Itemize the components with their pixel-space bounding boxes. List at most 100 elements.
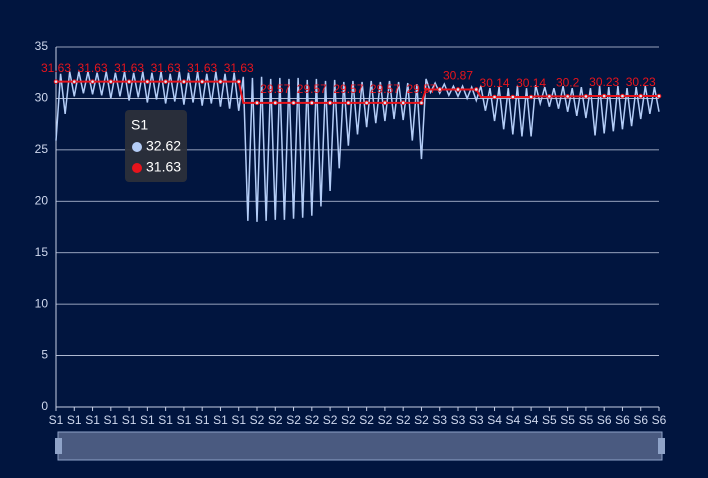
point — [254, 100, 260, 106]
tooltip-marker — [132, 163, 142, 173]
point — [199, 79, 205, 84]
data-label: 30.23 — [626, 75, 656, 89]
x-tick-label: S1 — [140, 413, 155, 427]
point — [419, 100, 424, 106]
x-tick-label: S1 — [195, 413, 210, 427]
y-tick-label: 5 — [41, 348, 48, 362]
x-tick-label: S1 — [103, 413, 118, 427]
x-tick-label: S3 — [432, 413, 447, 427]
x-tick-label: S2 — [396, 413, 411, 427]
point — [291, 100, 296, 106]
x-tick-label: S3 — [451, 413, 466, 427]
x-tick-label: S6 — [652, 413, 667, 427]
data-label: 31.63 — [187, 61, 217, 75]
point — [528, 94, 534, 100]
tooltip-value: 31.63 — [146, 159, 181, 175]
x-tick-label: S5 — [560, 413, 575, 427]
point — [601, 93, 607, 99]
x-tick-label: S1 — [158, 413, 173, 427]
x-tick-label: S1 — [231, 413, 246, 427]
point — [163, 79, 168, 84]
point — [638, 93, 644, 99]
tooltip: S1 32.62 31.63 — [125, 110, 187, 182]
data-label: 29.57 — [260, 82, 290, 96]
x-tick-label: S6 — [597, 413, 612, 427]
point — [309, 100, 315, 106]
x-tick-label: S1 — [85, 413, 100, 427]
zoom-handle[interactable] — [658, 438, 665, 454]
x-tick-label: S1 — [213, 413, 228, 427]
x-tick-label: S1 — [67, 413, 82, 427]
x-tick-label: S5 — [579, 413, 594, 427]
y-tick-label: 30 — [35, 91, 49, 105]
x-tick-label: S2 — [359, 413, 374, 427]
point — [71, 79, 77, 84]
x-tick-label: S6 — [615, 413, 630, 427]
point — [455, 87, 461, 92]
x-tick-label: S2 — [250, 413, 265, 427]
x-tick-label: S3 — [469, 413, 484, 427]
y-tick-label: 35 — [35, 39, 49, 53]
point — [547, 94, 552, 99]
point — [656, 93, 662, 99]
series-line — [56, 80, 659, 104]
data-label: 29.57 — [333, 82, 363, 96]
point — [236, 79, 242, 84]
series-line — [55, 71, 660, 222]
point — [382, 100, 388, 106]
zoom-slider[interactable] — [57, 431, 663, 461]
point — [272, 100, 278, 106]
x-tick-label: S1 — [49, 413, 64, 427]
x-tick-label: S5 — [542, 413, 557, 427]
data-label: 29.57 — [370, 82, 400, 96]
tooltip-marker — [132, 142, 142, 152]
data-label: 31.63 — [224, 61, 254, 75]
data-label: 31.63 — [114, 61, 144, 75]
point — [620, 93, 625, 99]
data-label: 31.63 — [151, 61, 181, 75]
point — [364, 100, 369, 106]
data-label: 30.14 — [480, 76, 510, 90]
x-tick-label: S6 — [633, 413, 648, 427]
y-tick-label: 25 — [35, 142, 49, 156]
data-label: 30.2 — [556, 76, 580, 90]
x-tick-label: S4 — [524, 413, 539, 427]
zoom-handle[interactable] — [55, 438, 62, 454]
point — [90, 79, 95, 84]
y-tick-label: 15 — [35, 245, 49, 259]
point — [108, 79, 114, 84]
x-tick-label: S2 — [268, 413, 283, 427]
point — [492, 94, 497, 100]
point — [583, 94, 589, 99]
point — [145, 79, 150, 84]
data-label: 29.57 — [406, 82, 436, 96]
x-tick-label: S1 — [177, 413, 192, 427]
tooltip-value: 32.62 — [146, 138, 181, 154]
data-label: 30.14 — [516, 76, 546, 90]
x-tick-label: S2 — [323, 413, 338, 427]
point — [218, 79, 223, 84]
x-tick-label: S2 — [304, 413, 319, 427]
tooltip-box — [125, 110, 187, 182]
x-tick-label: S2 — [286, 413, 301, 427]
point — [565, 94, 570, 99]
data-label: 29.57 — [297, 82, 327, 96]
point — [327, 100, 333, 106]
point — [510, 94, 516, 100]
point — [473, 87, 479, 92]
x-tick-label: S2 — [341, 413, 356, 427]
tooltip-title: S1 — [131, 117, 148, 133]
x-tick-label: S2 — [414, 413, 429, 427]
y-tick-label: 0 — [41, 399, 48, 413]
point — [346, 100, 351, 106]
data-label: 31.63 — [78, 61, 108, 75]
data-label: 30.23 — [589, 75, 619, 89]
point — [437, 87, 443, 92]
point — [53, 79, 59, 84]
x-tick-label: S4 — [487, 413, 502, 427]
point — [181, 79, 187, 84]
data-label: 31.63 — [41, 61, 71, 75]
point — [126, 79, 132, 84]
y-tick-label: 20 — [35, 193, 49, 207]
